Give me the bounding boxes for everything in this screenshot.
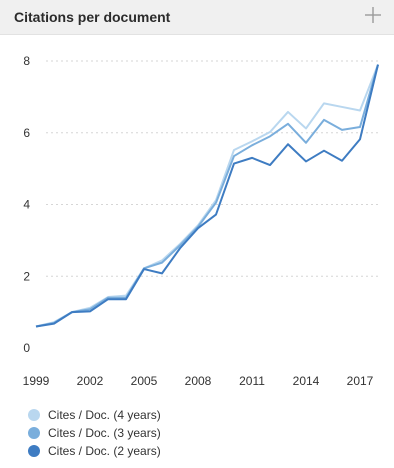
x-tick-label: 2005	[131, 374, 158, 388]
series-line-1[interactable]	[35, 64, 379, 328]
widget-header: Citations per document	[0, 0, 394, 35]
legend-label: Cites / Doc. (3 years)	[48, 426, 161, 440]
y-tick-label: 0	[23, 341, 30, 355]
legend-item-2-years[interactable]: Cites / Doc. (2 years)	[28, 442, 161, 460]
x-tick-label: 2017	[347, 374, 374, 388]
line-chart: 0 2 4 6 8 1999 2002 2005 2008 2011 2014 2017	[23, 54, 379, 388]
legend-item-4-years[interactable]: Cites / Doc. (4 years)	[28, 406, 161, 424]
widget-title: Citations per document	[14, 9, 171, 25]
series-line-0[interactable]	[35, 64, 379, 328]
legend-label: Cites / Doc. (2 years)	[48, 444, 161, 458]
y-tick-label: 2	[23, 269, 30, 283]
x-tick-label: 2014	[293, 374, 320, 388]
x-tick-label: 1999	[23, 374, 50, 388]
legend-marker	[28, 409, 40, 421]
x-tick-label: 2002	[77, 374, 104, 388]
x-tick-label: 2011	[239, 374, 265, 388]
chart-legend: Cites / Doc. (4 years) Cites / Doc. (3 y…	[28, 406, 161, 460]
plus-icon[interactable]	[362, 4, 384, 26]
legend-marker	[28, 427, 40, 439]
legend-item-3-years[interactable]: Cites / Doc. (3 years)	[28, 424, 161, 442]
y-tick-label: 8	[23, 54, 30, 68]
series-line-2[interactable]	[35, 64, 379, 328]
y-tick-label: 6	[23, 126, 30, 140]
legend-marker	[28, 445, 40, 457]
legend-label: Cites / Doc. (4 years)	[48, 408, 161, 422]
x-tick-label: 2008	[185, 374, 212, 388]
y-tick-label: 4	[23, 198, 30, 212]
